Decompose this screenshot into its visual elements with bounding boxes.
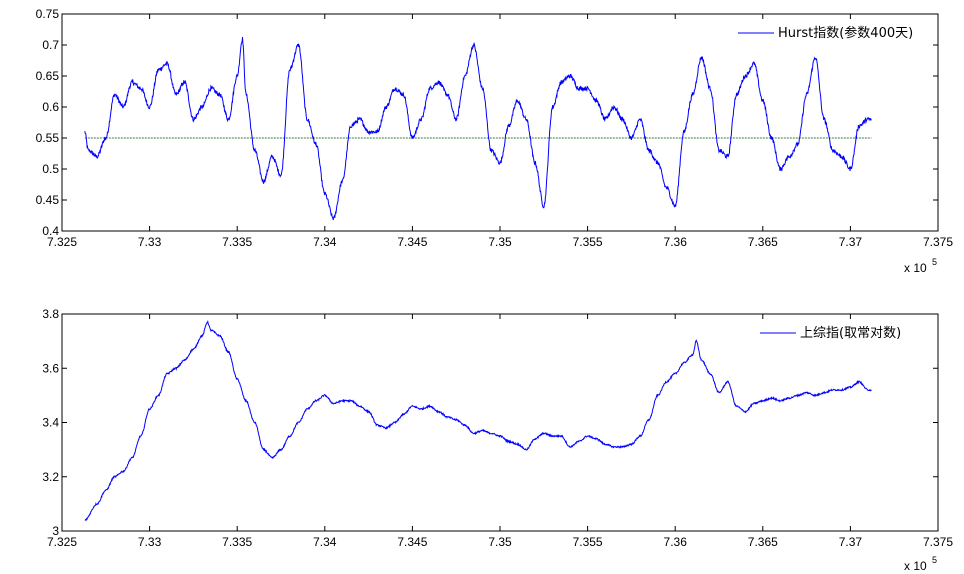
x-tick-label: 7.375 xyxy=(923,535,953,549)
x-tick-label: 7.34 xyxy=(313,235,337,249)
legend-box xyxy=(732,20,932,44)
axes-box xyxy=(61,13,939,232)
x-tick-label: 7.365 xyxy=(748,535,778,549)
legend-box xyxy=(754,320,932,344)
x-tick-label: 7.335 xyxy=(222,235,252,249)
x-exponent-label: x 10 xyxy=(904,261,927,275)
x-tick-label: 7.345 xyxy=(397,235,427,249)
x-tick-label: 7.33 xyxy=(138,235,162,249)
y-tick-label: 0.55 xyxy=(36,131,60,145)
x-tick-label: 7.355 xyxy=(573,535,603,549)
y-tick-label: 0.75 xyxy=(36,7,60,21)
y-tick-label: 0.65 xyxy=(36,69,60,83)
x-tick-label: 7.325 xyxy=(47,235,77,249)
x-tick-label: 7.345 xyxy=(397,535,427,549)
x-tick-label: 7.33 xyxy=(138,535,162,549)
y-tick-label: 3 xyxy=(52,524,59,538)
legend-label: 上综指(取常对数) xyxy=(800,326,901,341)
x-tick-label: 7.37 xyxy=(839,535,863,549)
legend-label: Hurst指数(参数400天) xyxy=(778,25,913,41)
series-line xyxy=(84,319,872,522)
y-tick-label: 0.4 xyxy=(42,224,59,238)
x-tick-label: 7.34 xyxy=(313,535,337,549)
x-exponent-label: x 10 xyxy=(904,559,927,573)
x-tick-label: 7.35 xyxy=(488,235,512,249)
y-tick-label: 0.45 xyxy=(36,193,60,207)
y-tick-label: 0.6 xyxy=(42,100,59,114)
x-tick-label: 7.335 xyxy=(222,535,252,549)
x-tick-label: 7.325 xyxy=(47,535,77,549)
y-tick-label: 0.5 xyxy=(42,162,59,176)
series-line xyxy=(84,37,872,221)
x-tick-label: 7.35 xyxy=(488,535,512,549)
x-exponent-power: 5 xyxy=(932,555,937,565)
x-tick-label: 7.36 xyxy=(664,535,688,549)
x-tick-label: 7.365 xyxy=(748,235,778,249)
x-tick-label: 7.37 xyxy=(839,235,863,249)
x-exponent-power: 5 xyxy=(932,257,937,267)
axes-box xyxy=(61,313,939,532)
y-tick-label: 0.7 xyxy=(42,38,59,52)
x-tick-label: 7.375 xyxy=(923,235,953,249)
hurst-plot: 7.325 7.33 7.335 7.34 7.345 7.35 7.355 7.36 7.36… xyxy=(36,7,954,275)
y-tick-label: 3.8 xyxy=(42,307,59,321)
y-tick-label: 3.6 xyxy=(42,361,59,375)
y-tick-label: 3.2 xyxy=(42,470,59,484)
x-tick-label: 7.36 xyxy=(664,235,688,249)
index-plot: 7.325 7.33 7.335 7.34 7.345 7.35 7.355 7.36 7.36… xyxy=(42,307,953,573)
x-tick-label: 7.355 xyxy=(573,235,603,249)
y-tick-label: 3.4 xyxy=(42,416,59,430)
